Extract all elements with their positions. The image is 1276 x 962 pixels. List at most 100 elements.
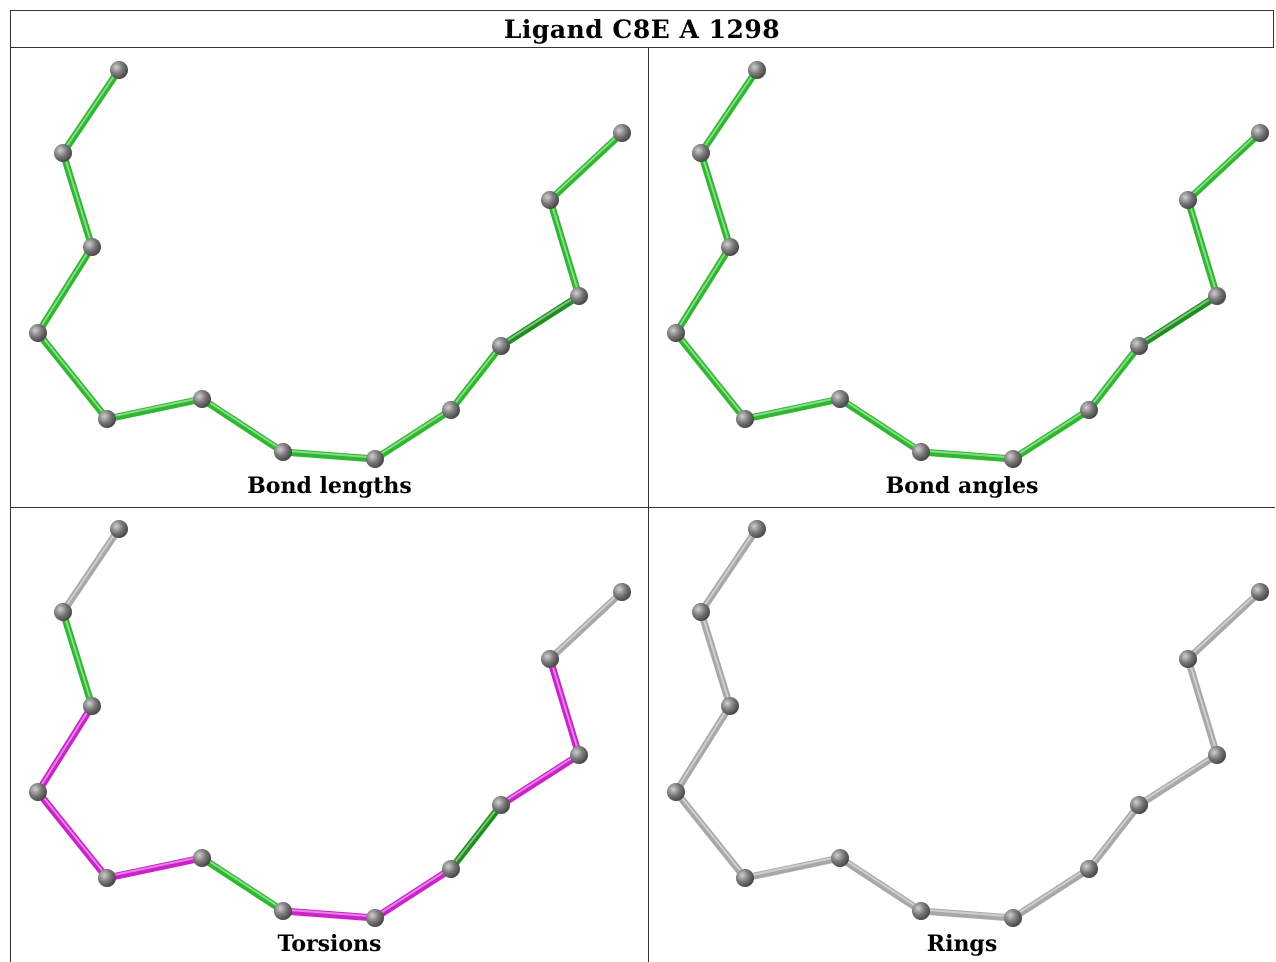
- bond-highlight: [549, 656, 580, 755]
- bond-highlight: [1187, 197, 1218, 296]
- bond-highlight: [450, 802, 502, 869]
- atom: [1080, 860, 1098, 878]
- bond: [103, 854, 206, 882]
- atom: [721, 697, 739, 715]
- atom: [366, 450, 384, 468]
- atom: [541, 650, 559, 668]
- figure-frame: Ligand C8E A 1298 Bond lengths Bond angl…: [10, 10, 1275, 962]
- bond-highlight: [450, 343, 502, 410]
- bond-highlight: [62, 67, 120, 153]
- atom: [274, 902, 292, 920]
- bond-highlight: [675, 244, 731, 333]
- bond: [1135, 292, 1221, 350]
- atom: [570, 287, 588, 305]
- caption-bond-lengths: Bond lengths: [247, 473, 412, 499]
- bond-highlight: [62, 526, 120, 612]
- atom: [442, 860, 460, 878]
- bond-highlight: [282, 908, 376, 918]
- bond-highlight: [62, 150, 93, 247]
- atom: [193, 390, 211, 408]
- bond: [546, 588, 626, 663]
- panel-rings: Rings: [649, 507, 1275, 962]
- bond-highlight: [549, 197, 580, 296]
- atom: [492, 796, 510, 814]
- atom: [442, 401, 460, 419]
- bond-highlight: [201, 396, 284, 452]
- bond-highlight: [920, 908, 1014, 918]
- atom: [1179, 650, 1197, 668]
- bond-highlight: [1187, 589, 1261, 659]
- atom: [29, 324, 47, 342]
- atom: [613, 124, 631, 142]
- bond-highlight: [37, 789, 108, 878]
- bond-highlight: [201, 855, 284, 911]
- atom: [1251, 583, 1269, 601]
- atom: [1208, 746, 1226, 764]
- atom: [54, 603, 72, 621]
- bond-highlight: [839, 396, 922, 452]
- bond-highlight: [744, 855, 841, 878]
- atom: [736, 410, 754, 428]
- atom: [613, 583, 631, 601]
- atom: [98, 410, 116, 428]
- bond-highlight: [500, 752, 580, 805]
- bond: [1184, 129, 1264, 204]
- bond-highlight: [1088, 802, 1140, 869]
- atom: [541, 191, 559, 209]
- molecule-bond-lengths: [29, 61, 631, 468]
- bond-highlight: [675, 789, 746, 878]
- atom: [366, 909, 384, 927]
- atom: [748, 61, 766, 79]
- caption-rings: Rings: [926, 931, 998, 957]
- bond: [198, 395, 287, 456]
- bond-highlight: [700, 526, 758, 612]
- bond-highlight: [37, 330, 108, 419]
- atom: [736, 869, 754, 887]
- atom: [193, 849, 211, 867]
- atom: [1208, 287, 1226, 305]
- atom: [83, 238, 101, 256]
- bond: [1135, 751, 1221, 809]
- bond: [1009, 406, 1093, 463]
- atom: [831, 849, 849, 867]
- caption-torsions: Torsions: [277, 931, 382, 957]
- molecule-bond-angles: [667, 61, 1269, 468]
- bond: [741, 395, 844, 423]
- bond-highlight: [1187, 130, 1261, 200]
- bond: [497, 751, 583, 809]
- bond-highlight: [839, 855, 922, 911]
- bond: [741, 854, 844, 882]
- atom: [110, 520, 128, 538]
- bond-highlight: [1138, 293, 1218, 346]
- panel-bond-lengths: Bond lengths: [10, 48, 649, 507]
- atom: [748, 520, 766, 538]
- atom: [1004, 909, 1022, 927]
- atom: [721, 238, 739, 256]
- bond: [279, 907, 379, 922]
- atom: [1080, 401, 1098, 419]
- bond: [497, 292, 583, 350]
- bond-highlight: [37, 703, 93, 792]
- bond-highlight: [549, 589, 623, 659]
- bond: [103, 395, 206, 423]
- bond-highlight: [500, 293, 580, 346]
- bond: [1184, 588, 1264, 663]
- atom: [83, 697, 101, 715]
- bond-highlight: [1138, 752, 1218, 805]
- atom: [570, 746, 588, 764]
- bond: [371, 865, 455, 922]
- bond: [546, 129, 626, 204]
- atom: [54, 144, 72, 162]
- panel-torsions: Torsions: [10, 507, 649, 962]
- bond: [836, 395, 925, 456]
- atom: [492, 337, 510, 355]
- bond-highlight: [374, 866, 452, 918]
- atom: [274, 443, 292, 461]
- bond-highlight: [1012, 866, 1090, 918]
- atom: [110, 61, 128, 79]
- atom: [1251, 124, 1269, 142]
- atom: [667, 324, 685, 342]
- bond-highlight: [920, 449, 1014, 459]
- atom: [912, 902, 930, 920]
- bond-highlight: [37, 244, 93, 333]
